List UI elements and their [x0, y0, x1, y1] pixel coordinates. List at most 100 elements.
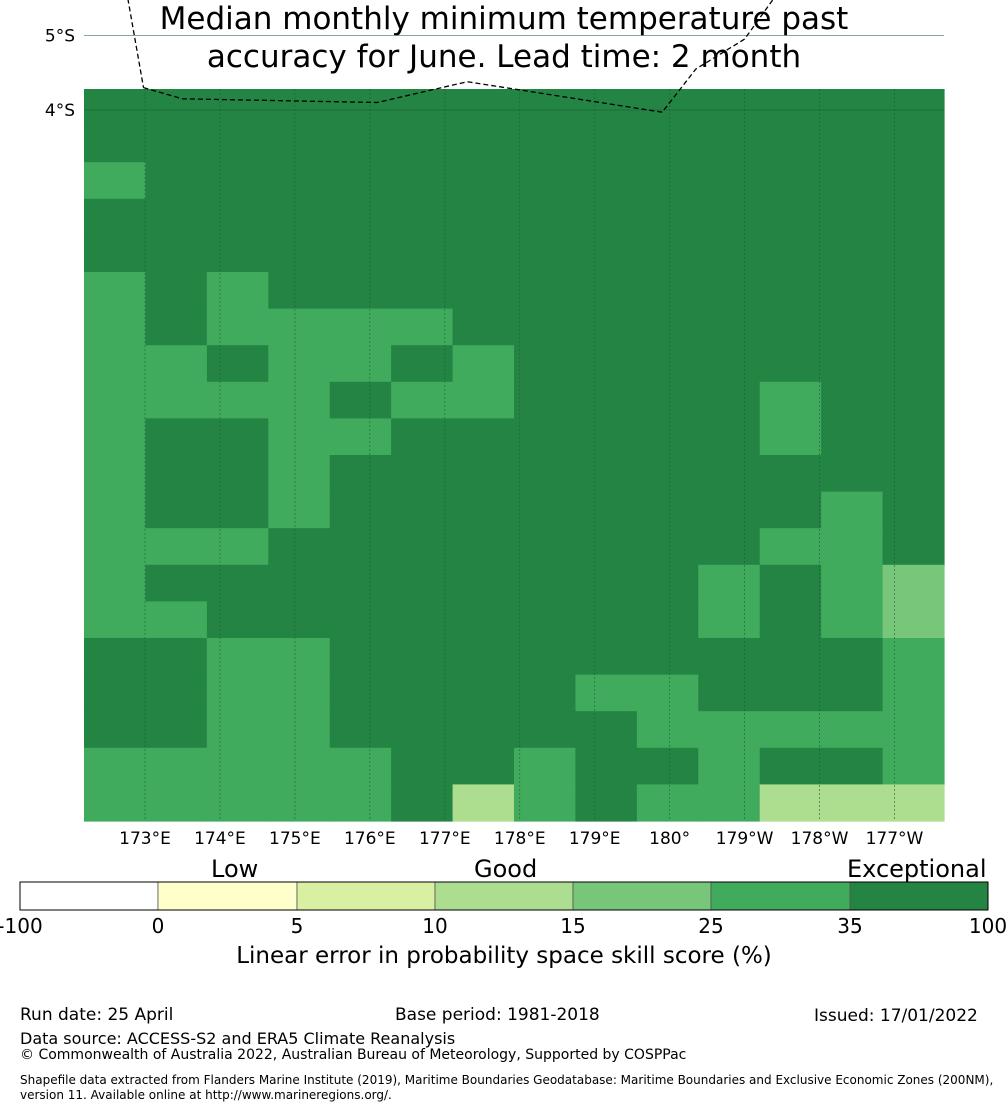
colorbar-tick: 25	[698, 914, 724, 938]
skill-cell	[514, 638, 577, 676]
skill-cell	[268, 345, 331, 383]
colorbar-tick: 5	[290, 914, 304, 938]
issued-date: Issued: 17/01/2022	[814, 1006, 978, 1026]
skill-cell	[452, 381, 515, 419]
skill-cell	[145, 638, 208, 676]
skill-cell	[145, 455, 208, 493]
skill-cell	[514, 747, 577, 785]
skill-cell	[575, 418, 638, 456]
skill-cell	[575, 747, 638, 785]
skill-cell	[698, 418, 761, 456]
skill-cell	[145, 418, 208, 456]
skill-cell	[759, 381, 822, 419]
skill-cell	[759, 491, 822, 529]
skill-cell	[759, 418, 822, 456]
skill-cell	[636, 784, 699, 822]
skill-cell	[821, 235, 884, 273]
skill-cell	[636, 125, 699, 163]
skill-cell	[821, 89, 884, 127]
skill-cell	[636, 381, 699, 419]
skill-cell	[84, 674, 147, 712]
title-line-2: accuracy for June. Lead time: 2 month	[206, 39, 802, 75]
skill-cell	[575, 491, 638, 529]
skill-cell	[329, 674, 392, 712]
skill-cell	[452, 125, 515, 163]
skill-cell	[821, 491, 884, 529]
data-source: Data source: ACCESS-S2 and ERA5 Climate …	[20, 1029, 456, 1048]
skill-cell	[759, 455, 822, 493]
skill-cell	[759, 235, 822, 273]
skill-cell	[268, 491, 331, 529]
skill-cell	[759, 89, 822, 127]
skill-cell	[636, 674, 699, 712]
skill-cell	[514, 711, 577, 749]
skill-cell	[821, 308, 884, 346]
skill-cell	[329, 564, 392, 602]
skill-cell	[882, 198, 945, 236]
skill-cell	[882, 345, 945, 383]
skill-cell	[452, 564, 515, 602]
skill-cell	[575, 528, 638, 566]
skill-cell	[698, 638, 761, 676]
skill-cell	[821, 345, 884, 383]
longitude-label: 177°W	[866, 829, 924, 849]
longitude-label: 178°E	[494, 829, 546, 849]
skill-cell	[821, 711, 884, 749]
colorbar-segment	[19, 881, 159, 911]
skill-cell	[84, 418, 147, 456]
skill-cell	[206, 308, 269, 346]
skill-cell	[636, 89, 699, 127]
skill-cell	[759, 747, 822, 785]
skill-cell	[452, 711, 515, 749]
colorbar-segment	[296, 881, 436, 911]
skill-cell	[698, 308, 761, 346]
skill-cell	[391, 345, 454, 383]
skill-cell	[268, 125, 331, 163]
skill-cell	[759, 308, 822, 346]
skill-cell	[206, 381, 269, 419]
skill-cell	[452, 198, 515, 236]
skill-cell	[452, 418, 515, 456]
skill-cell	[636, 528, 699, 566]
title-line-1: Median monthly minimum temperature past	[159, 1, 849, 37]
skill-cell	[698, 198, 761, 236]
skill-cell	[698, 345, 761, 383]
skill-cell	[145, 711, 208, 749]
skill-cell	[759, 125, 822, 163]
skill-cell	[84, 198, 147, 236]
skill-cell	[268, 418, 331, 456]
skill-cell	[882, 491, 945, 529]
skill-cell	[698, 601, 761, 639]
skill-cell	[206, 638, 269, 676]
skill-cell	[514, 455, 577, 493]
skill-cells	[84, 89, 945, 822]
skill-cell	[514, 674, 577, 712]
colorbar-tick: 100	[968, 914, 1008, 938]
colorbar-segment	[572, 881, 712, 911]
skill-cell	[759, 601, 822, 639]
skill-cell	[636, 638, 699, 676]
skill-cell	[759, 528, 822, 566]
skill-cell	[329, 162, 392, 200]
skill-cell	[145, 601, 208, 639]
skill-cell	[514, 345, 577, 383]
colorbar-segment	[849, 881, 989, 911]
skill-cell	[698, 711, 761, 749]
skill-cell	[452, 747, 515, 785]
skill-cell	[145, 491, 208, 529]
skill-cell	[206, 491, 269, 529]
skill-cell	[329, 784, 392, 822]
longitude-label: 176°E	[344, 829, 396, 849]
skill-cell	[636, 198, 699, 236]
skill-cell	[882, 125, 945, 163]
skill-cell	[84, 455, 147, 493]
longitude-label: 174°E	[194, 829, 246, 849]
skill-cell	[329, 235, 392, 273]
graticule	[84, 35, 944, 821]
category-good-label: Good	[474, 855, 538, 883]
skill-cell	[391, 491, 454, 529]
skill-cell	[84, 345, 147, 383]
skill-cell	[698, 491, 761, 529]
skill-cell	[882, 638, 945, 676]
skill-cell	[329, 711, 392, 749]
